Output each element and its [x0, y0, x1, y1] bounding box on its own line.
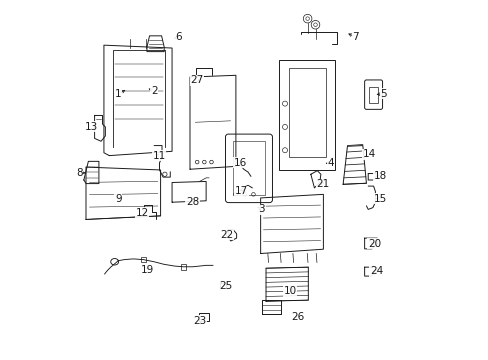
Text: 8: 8 — [76, 168, 82, 178]
Text: 24: 24 — [369, 266, 382, 276]
Text: 10: 10 — [283, 286, 296, 296]
Text: 25: 25 — [219, 281, 232, 291]
Text: 7: 7 — [352, 32, 358, 42]
Bar — [232, 141, 265, 195]
Bar — [198, 313, 208, 320]
Text: 23: 23 — [193, 316, 206, 325]
Text: 13: 13 — [84, 122, 98, 132]
Text: 27: 27 — [190, 75, 203, 85]
Text: 1: 1 — [115, 89, 122, 99]
Text: 26: 26 — [290, 312, 304, 322]
Text: 4: 4 — [326, 158, 333, 168]
Text: 16: 16 — [233, 158, 246, 168]
Text: 12: 12 — [135, 208, 149, 218]
Text: 11: 11 — [152, 150, 165, 161]
Text: 17: 17 — [235, 186, 248, 197]
Text: 5: 5 — [380, 89, 386, 99]
Text: 9: 9 — [115, 194, 122, 204]
Text: 2: 2 — [150, 86, 157, 96]
Bar — [140, 257, 146, 262]
Text: 15: 15 — [373, 194, 386, 204]
Text: 22: 22 — [220, 230, 233, 239]
Text: 3: 3 — [258, 204, 264, 215]
Text: 21: 21 — [315, 179, 328, 189]
Text: 20: 20 — [367, 239, 380, 249]
Bar — [368, 87, 377, 103]
Text: 14: 14 — [362, 149, 375, 159]
Bar — [278, 59, 335, 170]
Bar — [288, 68, 325, 157]
Text: 6: 6 — [175, 32, 181, 42]
Text: 19: 19 — [140, 265, 153, 275]
Text: 28: 28 — [185, 197, 199, 207]
Text: 18: 18 — [373, 171, 386, 181]
Bar — [180, 264, 186, 270]
